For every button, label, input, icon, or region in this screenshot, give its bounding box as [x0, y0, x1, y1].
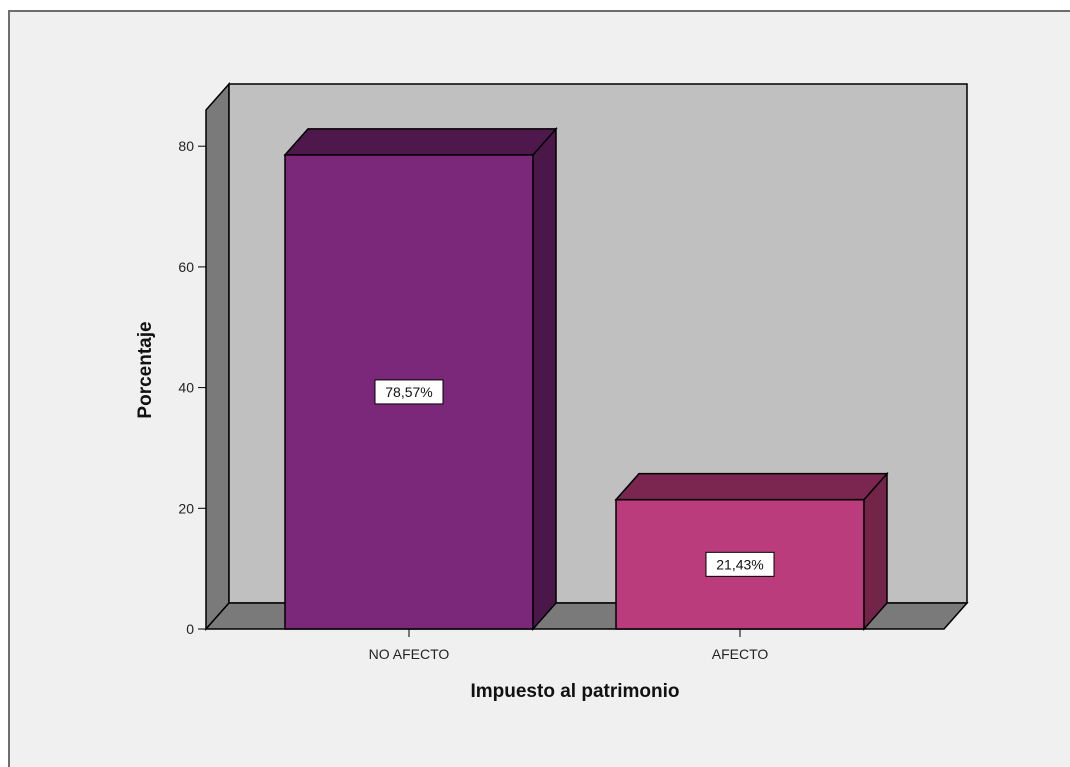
plot-side-wall — [205, 82, 230, 631]
y-tick-label: 0 — [186, 621, 194, 637]
y-tick-label: 60 — [178, 259, 194, 275]
bar-side-1 — [863, 471, 888, 631]
x-axis-title: Impuesto al patrimonio — [470, 681, 679, 702]
data-label: 21,43% — [716, 556, 763, 572]
x-category-label: NO AFECTO — [369, 646, 450, 662]
data-label: 78,57% — [385, 384, 432, 400]
bar-side-0 — [532, 126, 557, 631]
data-label-box — [374, 379, 444, 405]
data-label-box — [705, 551, 775, 577]
y-tick-label: 80 — [178, 138, 194, 154]
y-tick-label: 40 — [178, 380, 194, 396]
y-tick-label: 20 — [178, 500, 194, 516]
y-axis-title: Porcentaje — [135, 321, 156, 418]
x-category-label: AFECTO — [712, 646, 769, 662]
bar-top-0 — [283, 128, 558, 156]
bar-top-1 — [614, 472, 889, 501]
